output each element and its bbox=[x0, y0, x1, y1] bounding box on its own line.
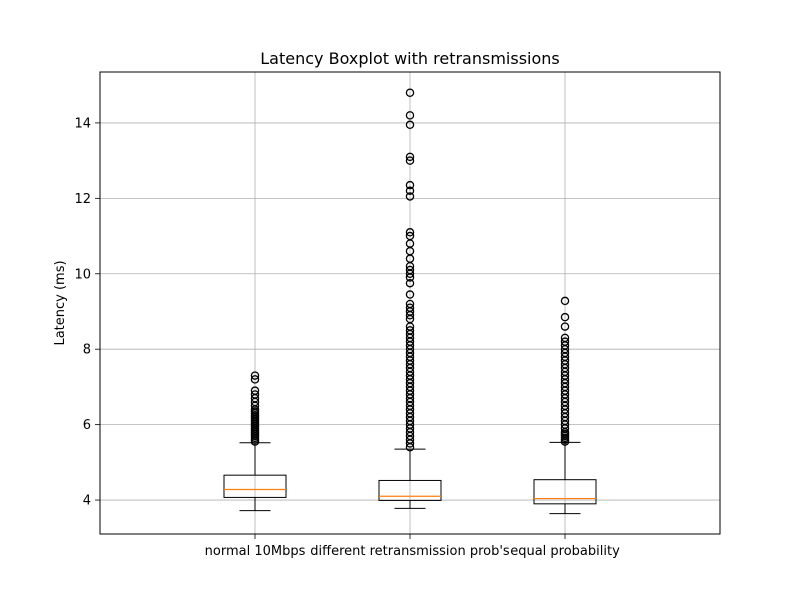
iqr-box bbox=[533, 479, 597, 505]
axis-layer: 4 6 8 10 12 14 normal 10Mbps different retransm… bbox=[74, 71, 721, 559]
y-tick-label: 12 bbox=[74, 192, 91, 207]
outlier-point bbox=[405, 303, 415, 312]
outlier-point bbox=[405, 231, 415, 241]
y-axis-label: Latency (ms) bbox=[53, 260, 68, 345]
outlier-point bbox=[405, 152, 415, 162]
outlier-point bbox=[405, 180, 415, 190]
outlier-point bbox=[405, 265, 415, 275]
plot-frame bbox=[99, 71, 721, 535]
outlier-point bbox=[250, 386, 260, 395]
box-group bbox=[378, 88, 442, 509]
outlier-point bbox=[250, 371, 260, 380]
y-tick-label: 4 bbox=[83, 494, 91, 509]
outlier-point bbox=[405, 186, 415, 196]
outlier-point bbox=[405, 299, 415, 309]
outlier-point bbox=[405, 192, 415, 201]
y-tick-label: 6 bbox=[83, 418, 91, 433]
outlier-point bbox=[405, 111, 415, 120]
x-category-label: normal 10Mbps bbox=[205, 544, 306, 559]
chart-title: Latency Boxplot with retransmissions bbox=[260, 49, 559, 68]
outlier-point bbox=[405, 326, 415, 335]
y-tick-label: 8 bbox=[83, 343, 91, 358]
iqr-box bbox=[378, 479, 442, 501]
x-category-label: different retransmission prob's bbox=[310, 544, 510, 559]
outlier-point bbox=[405, 156, 415, 165]
grid-layer bbox=[100, 72, 720, 534]
iqr-box bbox=[223, 474, 287, 498]
box-group bbox=[223, 371, 287, 512]
outlier-point bbox=[560, 322, 570, 331]
x-category-label: equal probability bbox=[510, 544, 620, 559]
y-tick-label: 10 bbox=[74, 267, 91, 282]
outlier-point bbox=[560, 312, 570, 322]
outlier-point bbox=[405, 228, 415, 237]
outlier-point bbox=[250, 375, 260, 384]
outlier-point bbox=[560, 296, 570, 306]
outlier-point bbox=[560, 337, 570, 346]
outlier-point bbox=[405, 278, 415, 288]
outlier-point bbox=[250, 390, 260, 399]
outlier-point bbox=[405, 290, 415, 299]
y-tick-label: 14 bbox=[74, 116, 91, 131]
outlier-point bbox=[560, 333, 570, 343]
outlier-point bbox=[405, 88, 415, 97]
outlier-point bbox=[405, 120, 415, 130]
box-layer bbox=[223, 88, 597, 515]
box-group bbox=[533, 296, 597, 515]
